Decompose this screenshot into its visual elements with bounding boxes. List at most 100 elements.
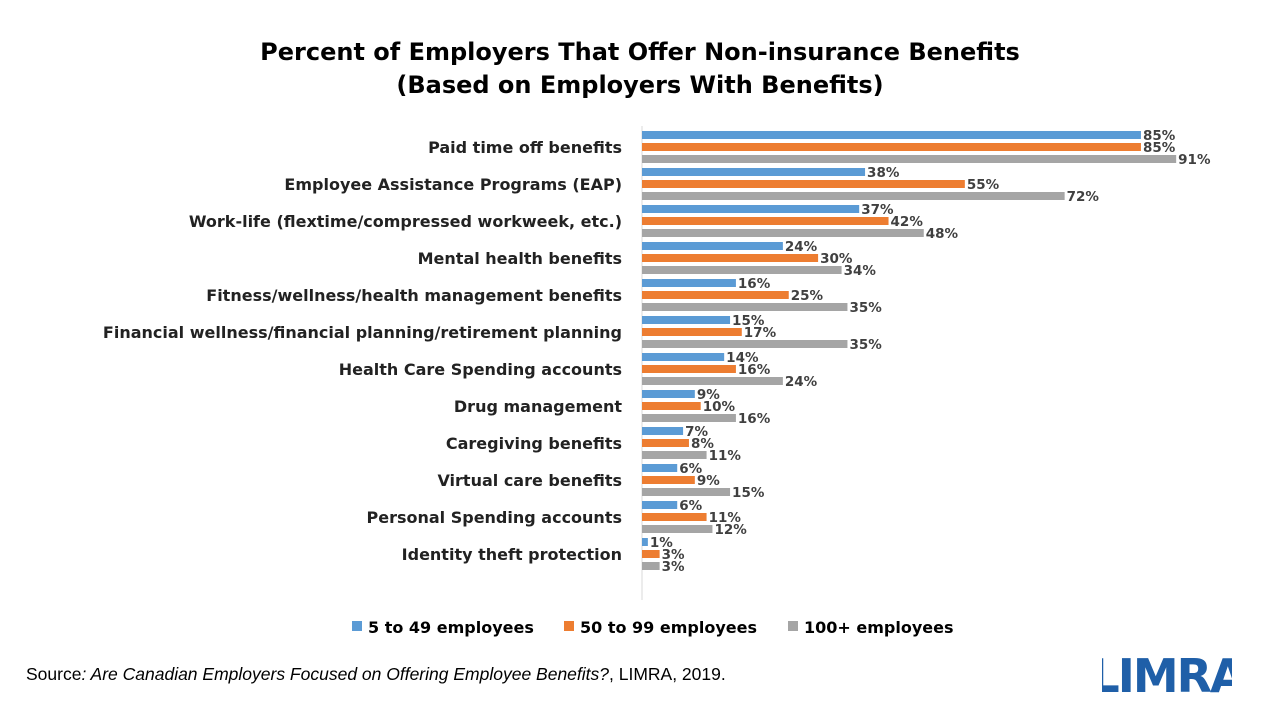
data-label: 8% xyxy=(691,436,714,452)
legend-swatch xyxy=(352,621,362,631)
bar xyxy=(642,427,684,435)
bar xyxy=(642,143,1141,151)
data-label: 9% xyxy=(697,473,720,489)
bar xyxy=(642,155,1177,163)
bar xyxy=(642,266,842,274)
data-label: 3% xyxy=(662,559,685,575)
category-label: Fitness/wellness/health management benef… xyxy=(206,286,622,305)
limra-logo-text: LIMRA xyxy=(1102,649,1232,698)
bar xyxy=(642,279,736,287)
bar xyxy=(642,562,660,570)
data-label: 15% xyxy=(732,485,765,501)
category-label: Caregiving benefits xyxy=(446,434,622,453)
source-title: : Are Canadian Employers Focused on Offe… xyxy=(81,664,609,684)
limra-logo: LIMRA xyxy=(1102,649,1232,698)
data-label: 1% xyxy=(650,535,673,551)
source-note: Source: Are Canadian Employers Focused o… xyxy=(26,664,726,685)
bar xyxy=(642,402,701,410)
legend-label: 100+ employees xyxy=(804,618,953,637)
category-label: Paid time off benefits xyxy=(428,138,622,157)
data-label: 24% xyxy=(785,374,818,390)
bar xyxy=(642,451,707,459)
bar xyxy=(642,390,695,398)
category-label: Drug management xyxy=(454,397,622,416)
bar xyxy=(642,513,707,521)
data-label: 72% xyxy=(1067,189,1100,205)
bar xyxy=(642,353,725,361)
data-label: 48% xyxy=(926,226,959,242)
bar xyxy=(642,377,783,385)
data-label: 55% xyxy=(967,177,1000,193)
data-label: 9% xyxy=(697,387,720,403)
data-label: 6% xyxy=(679,461,702,477)
category-label: Virtual care benefits xyxy=(437,471,622,490)
legend-swatch xyxy=(788,621,798,631)
category-label: Financial wellness/financial planning/re… xyxy=(103,323,622,342)
data-label: 16% xyxy=(738,276,771,292)
bar xyxy=(642,439,689,447)
data-label: 6% xyxy=(679,498,702,514)
data-label: 35% xyxy=(849,337,882,353)
bar xyxy=(642,229,924,237)
data-label: 12% xyxy=(714,522,747,538)
category-label: Work-life (flextime/compressed workweek,… xyxy=(189,212,622,231)
data-label: 30% xyxy=(820,251,853,267)
bar xyxy=(642,414,736,422)
bar xyxy=(642,131,1141,139)
data-label: 34% xyxy=(844,263,877,279)
bar xyxy=(642,476,695,484)
data-label: 16% xyxy=(738,411,771,427)
bar xyxy=(642,303,848,311)
bar xyxy=(642,254,819,262)
category-label: Personal Spending accounts xyxy=(366,508,622,527)
data-label: 85% xyxy=(1143,128,1176,144)
data-label: 37% xyxy=(861,202,894,218)
category-label: Mental health benefits xyxy=(418,249,622,268)
legend-label: 5 to 49 employees xyxy=(368,618,534,637)
chart-title: Percent of Employers That Offer Non-insu… xyxy=(0,36,1280,102)
data-label: 24% xyxy=(785,239,818,255)
chart-title-line1: Percent of Employers That Offer Non-insu… xyxy=(260,38,1020,66)
category-label: Identity theft protection xyxy=(402,545,622,564)
source-suffix: , LIMRA, 2019. xyxy=(609,664,726,684)
bar xyxy=(642,192,1065,200)
data-label: 7% xyxy=(685,424,708,440)
data-label: 11% xyxy=(709,448,742,464)
legend-label: 50 to 99 employees xyxy=(580,618,757,637)
bar xyxy=(642,340,848,348)
data-label: 85% xyxy=(1143,140,1176,156)
category-label: Employee Assistance Programs (EAP) xyxy=(284,175,622,194)
bar xyxy=(642,538,648,546)
bar xyxy=(642,464,678,472)
data-label: 91% xyxy=(1178,152,1211,168)
bar xyxy=(642,488,731,496)
bar xyxy=(642,168,866,176)
bar xyxy=(642,291,789,299)
bar xyxy=(642,365,736,373)
source-prefix: Source xyxy=(26,664,82,684)
chart-title-line2: (Based on Employers With Benefits) xyxy=(396,71,884,99)
data-label: 38% xyxy=(867,165,900,181)
data-label: 3% xyxy=(662,547,685,563)
category-label: Health Care Spending accounts xyxy=(339,360,622,379)
data-label: 35% xyxy=(849,300,882,316)
legend-swatch xyxy=(564,621,574,631)
data-label: 11% xyxy=(709,510,742,526)
data-label: 42% xyxy=(891,214,924,230)
data-label: 16% xyxy=(738,362,771,378)
bar xyxy=(642,525,713,533)
data-label: 15% xyxy=(732,313,765,329)
bar xyxy=(642,316,731,324)
bar xyxy=(642,242,783,250)
bar xyxy=(642,328,742,336)
data-label: 14% xyxy=(726,350,759,366)
data-label: 25% xyxy=(791,288,824,304)
bar xyxy=(642,217,889,225)
data-label: 10% xyxy=(703,399,736,415)
bar xyxy=(642,501,678,509)
bar xyxy=(642,550,660,558)
bar xyxy=(642,205,860,213)
bar xyxy=(642,180,965,188)
data-label: 17% xyxy=(744,325,777,341)
